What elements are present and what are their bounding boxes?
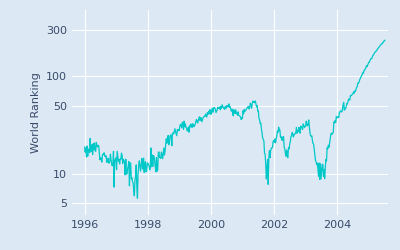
Y-axis label: World Ranking: World Ranking: [30, 72, 40, 153]
